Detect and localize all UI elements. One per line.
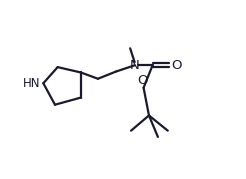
Text: HN: HN (23, 77, 40, 90)
Text: O: O (171, 59, 182, 72)
Text: N: N (130, 59, 139, 72)
Text: O: O (138, 74, 148, 87)
